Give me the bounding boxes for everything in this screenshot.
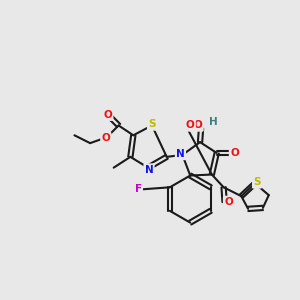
Text: N: N [176,149,185,159]
Text: F: F [135,184,142,194]
Text: S: S [148,119,156,130]
Text: N: N [145,165,153,175]
Text: O: O [101,133,110,143]
Text: O: O [230,148,239,158]
Text: O: O [186,121,195,130]
Text: O: O [103,110,112,120]
Text: H: H [209,116,218,127]
Text: O: O [224,197,233,207]
Text: S: S [253,177,261,188]
Text: O: O [194,121,203,130]
